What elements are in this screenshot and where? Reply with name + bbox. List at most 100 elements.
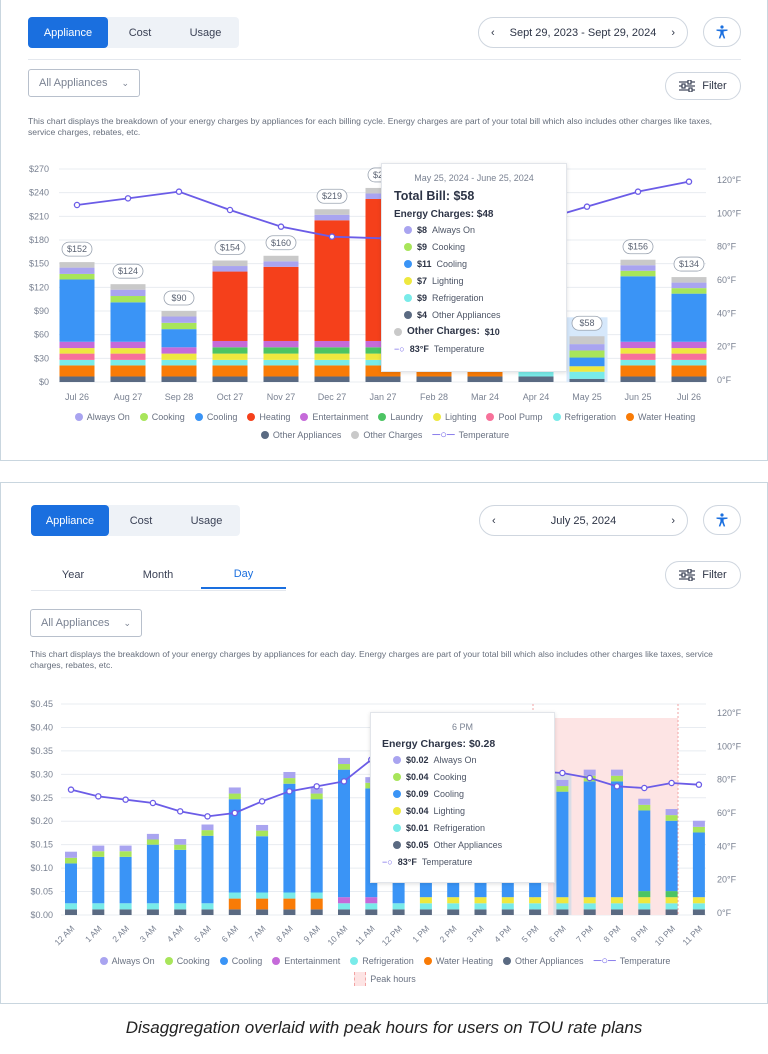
tooltip-energy: Energy Charges: $48: [394, 209, 494, 220]
bar-segment-refrigeration: [110, 359, 146, 366]
legend-label: Entertainment: [312, 412, 369, 422]
tooltip-item-label: Refrigeration: [432, 292, 484, 303]
legend-label: Water Heating: [435, 956, 494, 966]
legend-item-temperature[interactable]: ─○─ Temperature: [432, 429, 509, 441]
legend-item-always-on[interactable]: Always On: [74, 412, 130, 422]
tab-usage[interactable]: Usage: [190, 514, 223, 527]
legend-item-entertainment[interactable]: Entertainment: [300, 412, 368, 422]
bar-segment-always-on: [161, 316, 197, 323]
filter-button[interactable]: Filter: [665, 72, 741, 100]
appliance-dropdown[interactable]: All Appliances ⌄: [28, 69, 140, 97]
legend-item-lighting[interactable]: Lighting: [432, 412, 477, 422]
bar-segment-heating: [212, 271, 248, 341]
filter-button[interactable]: Filter: [665, 561, 741, 589]
tooltip-item-label: Always On: [433, 754, 477, 765]
bar-segment-lighting: [611, 897, 623, 904]
bar-segment-other-appliances: [501, 909, 514, 915]
tooltip-swatch: [393, 755, 401, 764]
legend-label: Other Appliances: [515, 956, 584, 966]
legend-item-temperature[interactable]: ─○─ Temperature: [594, 955, 671, 967]
tab-cost[interactable]: Cost: [129, 514, 153, 527]
bar-segment-other-appliances: [569, 378, 605, 382]
tab-appliance[interactable]: Appliance: [31, 505, 109, 536]
bar-segment-lighting: [501, 897, 514, 904]
bar-segment-water-heating: [314, 365, 350, 377]
accessibility-button[interactable]: [703, 505, 741, 535]
legend-item-cooking[interactable]: Cooking: [164, 955, 210, 967]
bar-segment-entertainment: [263, 340, 299, 348]
legend-item-refrigeration[interactable]: Refrigeration: [350, 955, 414, 967]
period-tab-month[interactable]: Month: [142, 569, 174, 581]
legend-item-cooling[interactable]: Cooling: [219, 955, 262, 967]
chevron-right-icon[interactable]: ›: [671, 26, 675, 39]
tooltip-swatch: [393, 789, 401, 798]
temperature-point: [328, 233, 336, 240]
legend-item-other-appliances[interactable]: Other Appliances: [260, 429, 341, 441]
bar-segment-entertainment: [314, 340, 350, 348]
legend-item-other-charges[interactable]: Other Charges: [351, 429, 422, 441]
legend-item-other-appliances[interactable]: Other Appliances: [503, 955, 584, 967]
tooltip-item-label: Cooling: [433, 788, 465, 799]
filter-label: Filter: [702, 569, 727, 581]
tab-appliance[interactable]: Appliance: [28, 17, 108, 48]
bar-segment-entertainment: [365, 897, 378, 904]
legend-item-pool-pump[interactable]: Pool Pump: [486, 412, 543, 422]
bar-segment-cooling: [146, 844, 159, 904]
legend-label: Other Charges: [363, 430, 423, 440]
total-label: $58: [579, 318, 594, 328]
bar-segment-always-on: [620, 265, 656, 271]
y-tick-label: $240: [29, 188, 49, 198]
bar-segment-always-on: [556, 779, 569, 787]
legend-item-heating[interactable]: Heating: [247, 412, 290, 422]
tooltip-item-label: Other Appliances: [433, 839, 503, 850]
x-tick-label: Oct 27: [217, 392, 244, 402]
x-tick-label: 12 AM: [52, 923, 76, 947]
tab-cost[interactable]: Cost: [128, 26, 152, 39]
bar-segment-lighting: [59, 348, 95, 354]
legend-swatch: [351, 431, 360, 439]
tooltip-item-value: $0.04: [406, 771, 429, 782]
legend-item-water-heating[interactable]: Water Heating: [626, 412, 695, 422]
legend-label: Lighting: [444, 412, 477, 422]
period-tab-year[interactable]: Year: [61, 569, 85, 581]
legend-item-cooling[interactable]: Cooling: [194, 412, 237, 422]
chevron-left-icon[interactable]: ‹: [492, 514, 496, 527]
period-tab-day[interactable]: Day: [201, 561, 286, 589]
x-tick-label: Feb 28: [420, 392, 448, 402]
date-range-selector[interactable]: ‹ Sept 29, 2023 - Sept 29, 2024 ›: [478, 17, 688, 48]
accessibility-button[interactable]: [703, 17, 741, 47]
x-tick-label: 11 PM: [680, 923, 704, 947]
appliance-dropdown[interactable]: All Appliances ⌄: [30, 609, 142, 637]
bar-segment-always-on: [65, 851, 77, 858]
chevron-left-icon[interactable]: ‹: [491, 26, 495, 39]
other-charges-label: Other Charges:: [407, 326, 480, 337]
tooltip-temperature: −○ 83°F Temperature: [394, 340, 554, 357]
date-selector[interactable]: ‹ July 25, 2024 ›: [479, 505, 688, 536]
y2-tick-label: 80°F: [717, 242, 737, 252]
x-tick-label: Jun 25: [624, 392, 651, 402]
temperature-point: [122, 796, 129, 803]
legend-item-entertainment[interactable]: Entertainment: [272, 955, 340, 967]
legend-item-always-on[interactable]: Always On: [99, 955, 155, 967]
bar-segment-refrigeration: [174, 903, 187, 910]
tooltip-item-label: Lighting: [433, 805, 466, 816]
temperature-point: [258, 798, 266, 805]
legend-item-refrigeration[interactable]: Refrigeration: [552, 412, 616, 422]
tooltip-item-value: $9: [417, 241, 428, 252]
bar-segment-cooling: [110, 302, 146, 342]
legend-item-water-heating[interactable]: Water Heating: [423, 955, 494, 967]
legend-item-cooking[interactable]: Cooking: [139, 412, 185, 422]
temperature-point: [685, 178, 693, 185]
bar-segment-other-appliances: [474, 909, 487, 915]
dropdown-value: All Appliances: [41, 617, 110, 629]
legend-item-laundry[interactable]: Laundry: [378, 412, 423, 422]
tooltip-item-value: $7: [417, 275, 428, 286]
tab-usage[interactable]: Usage: [189, 26, 222, 39]
bar-segment-other-appliances: [447, 909, 460, 915]
legend-label: Temperature: [458, 430, 510, 440]
bar-segment-always-on: [92, 845, 105, 852]
tooltip-item-value: $0.01: [406, 822, 429, 833]
legend-item-peak[interactable]: Peak hours: [354, 972, 416, 986]
chevron-right-icon[interactable]: ›: [671, 514, 675, 527]
bar-segment-other-appliances: [529, 909, 542, 915]
